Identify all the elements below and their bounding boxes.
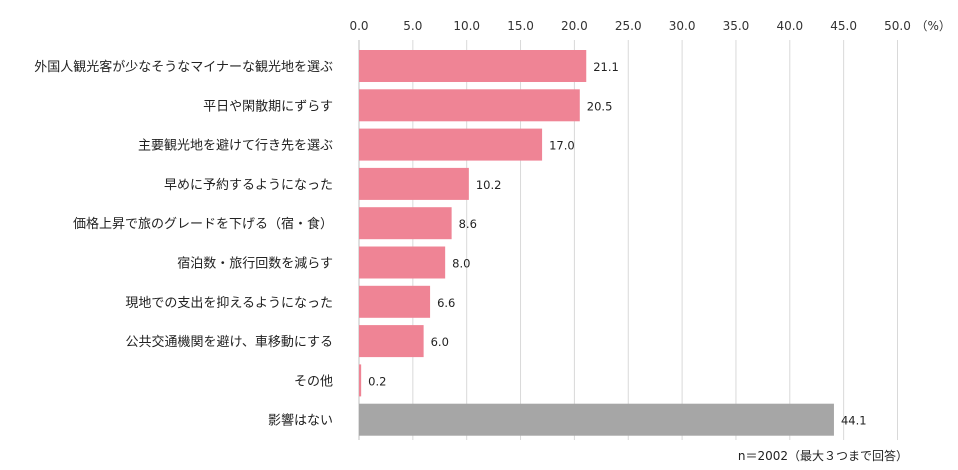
bar — [359, 50, 587, 82]
bar — [359, 246, 446, 279]
x-tick-label: 40.0 — [776, 19, 803, 33]
value-label: 20.5 — [587, 99, 613, 113]
bar — [359, 364, 362, 397]
sample-note: n＝2002（最大３つまで回答） — [737, 449, 908, 463]
bar — [359, 403, 834, 436]
category-label: 影響はない — [268, 413, 333, 429]
value-label: 21.1 — [593, 60, 619, 74]
value-label: 8.6 — [459, 217, 477, 231]
category-label: 価格上昇で旅のグレードを下げる（宿・食） — [73, 216, 333, 232]
x-tick-label: 50.0 — [884, 19, 911, 33]
value-label: 17.0 — [549, 139, 575, 153]
bar — [359, 207, 452, 240]
category-label: その他 — [294, 374, 333, 389]
category-label: 現地での支出を抑えるようになった — [125, 296, 333, 311]
x-tick-label: 30.0 — [669, 19, 696, 33]
value-label: 6.6 — [437, 296, 455, 310]
x-tick-label: 35.0 — [723, 19, 750, 33]
x-tick-label: 45.0 — [830, 19, 857, 33]
x-axis-unit: （%） — [916, 19, 951, 33]
value-label: 8.0 — [452, 257, 470, 271]
category-labels: 外国人観光客が少なそうなマイナーな観光地を選ぶ平日や閑散期にずらす主要観光地を避… — [34, 59, 333, 429]
category-label: 主要観光地を避けて行き先を選ぶ — [138, 139, 333, 154]
bar — [359, 128, 543, 161]
x-tick-label: 10.0 — [453, 19, 480, 33]
category-label: 平日や閑散期にずらす — [203, 99, 333, 114]
bar — [359, 285, 431, 318]
category-label: 宿泊数・旅行回数を減らす — [177, 256, 333, 272]
x-tick-label: 15.0 — [507, 19, 534, 33]
bar — [359, 325, 424, 358]
category-label: 早めに予約するようになった — [164, 178, 333, 193]
bars — [359, 50, 834, 436]
x-tick-label: 25.0 — [615, 19, 642, 33]
value-label: 44.1 — [841, 414, 867, 428]
category-label: 公共交通機関を避け、車移動にする — [126, 334, 333, 350]
category-label: 外国人観光客が少なそうなマイナーな観光地を選ぶ — [34, 59, 333, 75]
bar — [359, 89, 580, 122]
value-labels: 21.1 20.5 17.0 10.2 8.6 8.0 6.6 6.0 0.2 44.1 — [368, 60, 866, 428]
x-tick-label: 5.0 — [403, 19, 422, 33]
x-tick-label: 20.0 — [561, 19, 588, 33]
value-label: 10.2 — [476, 178, 502, 192]
value-label: 6.0 — [431, 335, 449, 349]
value-label: 0.2 — [368, 374, 386, 388]
bar — [359, 167, 469, 200]
x-tick-label: 0.0 — [349, 19, 368, 33]
x-axis-ticks: 0.0 5.0 10.0 15.0 20.0 25.0 30.0 35.0 40.0 45.0 50… — [349, 19, 910, 33]
